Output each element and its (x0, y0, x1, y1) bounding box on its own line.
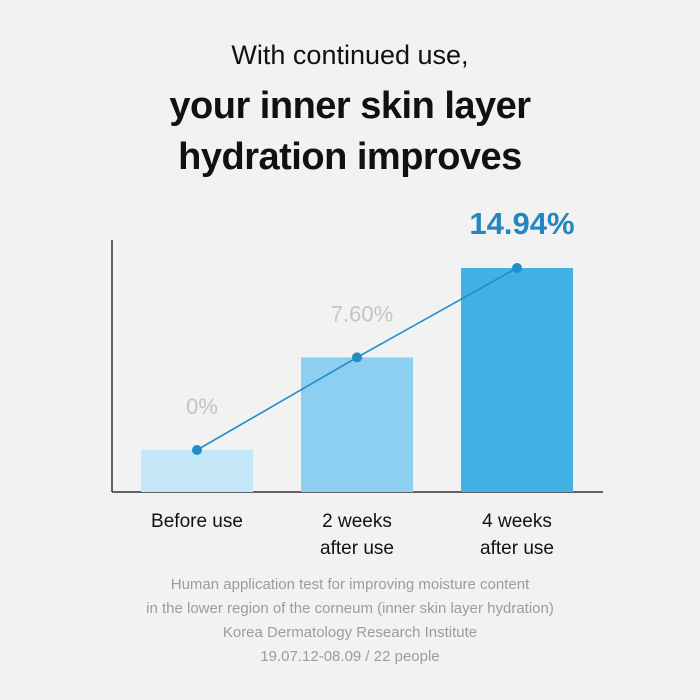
footer-line-3: Korea Dermatology Research Institute (222, 624, 478, 641)
bar-2 (461, 268, 573, 492)
category-label-2-0: 4 weeks (482, 511, 552, 532)
trend-point-2 (512, 263, 522, 273)
headline-line-3: hydration improves (178, 136, 522, 178)
bar-1 (301, 357, 413, 492)
category-label-1-0: 2 weeks (322, 511, 392, 532)
footer-line-4: 19.07.12-08.09 / 22 people (260, 648, 440, 665)
category-label-1-1: after use (320, 538, 394, 559)
trend-point-0 (192, 445, 202, 455)
value-label-0: 0% (186, 394, 218, 419)
headline-line-1: With continued use, (231, 40, 469, 70)
footer-line-2: in the lower region of the corneum (inne… (146, 600, 554, 617)
value-label-2: 14.94% (469, 206, 574, 241)
category-label-2-1: after use (480, 538, 554, 559)
value-label-1: 7.60% (331, 301, 393, 326)
category-label-0-0: Before use (151, 511, 243, 532)
footer-line-1: Human application test for improving moi… (170, 576, 530, 593)
headline-line-2: your inner skin layer (169, 85, 531, 127)
bar-0 (141, 450, 253, 492)
trend-point-1 (352, 352, 362, 363)
